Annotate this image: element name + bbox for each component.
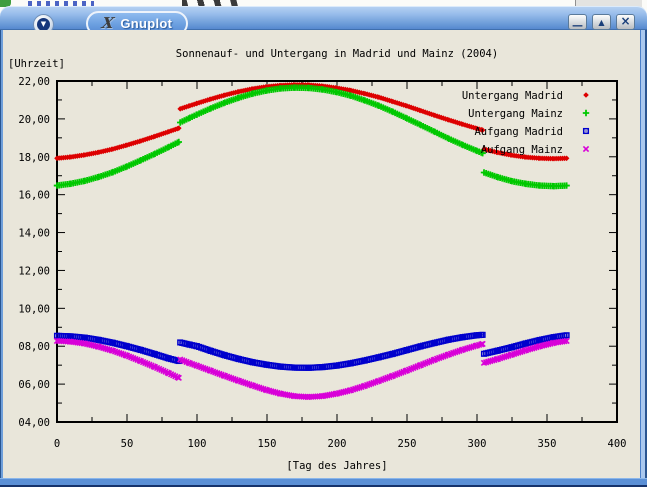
series-untergang-madrid xyxy=(54,81,570,162)
window-menu-button[interactable]: ▼ xyxy=(33,14,54,35)
x-tick-label: 200 xyxy=(328,438,347,450)
maximize-icon: ▲ xyxy=(598,18,605,27)
x-tick-label: 400 xyxy=(608,438,627,450)
y-tick-label: 04,00 xyxy=(18,417,50,429)
desktop-artifact xyxy=(182,0,244,6)
y-tick-label: 18,00 xyxy=(18,152,50,164)
legend-label-aufgang-madrid: Aufgang Madrid xyxy=(474,126,563,138)
close-icon: × xyxy=(620,14,631,28)
x-axis-label: [Tag des Jahres] xyxy=(286,460,387,472)
y-tick-label: 20,00 xyxy=(18,114,50,126)
axes: 0 50 100 150 200 250 300 350 400 04,00 06,00 08,00 1… xyxy=(8,48,626,472)
legend-label-aufgang-mainz: Aufgang Mainz xyxy=(481,144,563,156)
y-tick-label: 16,00 xyxy=(18,190,50,202)
window-border-bottom[interactable] xyxy=(0,478,647,487)
plot-title: Sonnenauf- und Untergang in Madrid und M… xyxy=(176,48,498,60)
background-window-fragment xyxy=(575,0,642,7)
series-untergang-mainz xyxy=(53,84,570,190)
y-axis-label: [Uhrzeit] xyxy=(8,58,65,70)
y-tick-label: 22,00 xyxy=(18,76,50,88)
series-aufgang-mainz xyxy=(53,337,570,401)
desktop-text-fragment xyxy=(28,1,94,6)
window-title: Gnuplot xyxy=(120,16,173,31)
minimize-icon: — xyxy=(572,19,583,32)
window-border-right xyxy=(640,30,647,478)
legend-label-untergang-mainz: Untergang Mainz xyxy=(468,108,563,120)
x11-logo-icon: X xyxy=(100,14,116,32)
desktop-icon-fragment xyxy=(0,0,11,7)
y-tick-label: 12,00 xyxy=(18,265,50,277)
x-tick-label: 350 xyxy=(538,438,557,450)
x-tick-label: 300 xyxy=(468,438,487,450)
x-tick-label: 100 xyxy=(188,438,207,450)
x-tick-label: 0 xyxy=(54,438,60,450)
y-tick-label: 08,00 xyxy=(18,341,50,353)
y-tick-label: 14,00 xyxy=(18,228,50,240)
window-titlebar[interactable]: ▼ X Gnuplot — ▲ × xyxy=(0,6,647,36)
legend: Untergang Madrid Untergang Mainz Aufgang M… xyxy=(462,90,590,156)
series-aufgang-madrid xyxy=(53,331,570,371)
legend-label-untergang-madrid: Untergang Madrid xyxy=(462,90,563,102)
x-tick-label: 50 xyxy=(121,438,134,450)
menu-arrow-icon: ▼ xyxy=(37,18,50,31)
minimize-button[interactable]: — xyxy=(568,14,587,32)
close-button[interactable]: × xyxy=(616,14,635,30)
window-border-left xyxy=(0,30,3,478)
window-controls: — ▲ × xyxy=(568,14,635,32)
x-tick-label: 250 xyxy=(398,438,417,450)
y-tick-label: 06,00 xyxy=(18,379,50,391)
x-tick-label: 150 xyxy=(258,438,277,450)
plot-canvas: 0 50 100 150 200 250 300 350 400 04,00 06,00 08,00 1… xyxy=(0,30,647,478)
maximize-button[interactable]: ▲ xyxy=(592,14,611,30)
y-tick-label: 10,00 xyxy=(18,303,50,315)
gnuplot-chart: 0 50 100 150 200 250 300 350 400 04,00 06,00 08,00 1… xyxy=(8,48,626,472)
